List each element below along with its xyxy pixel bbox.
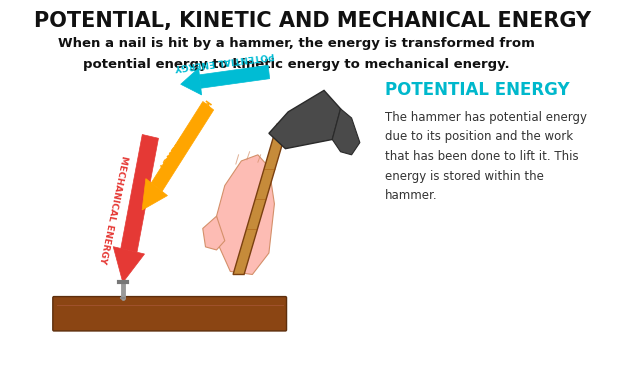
Text: KINETIC ENERGY: KINETIC ENERGY — [156, 96, 212, 170]
Text: POTENTIAL ENERGY: POTENTIAL ENERGY — [175, 50, 275, 72]
Text: that has been done to lift it. This: that has been done to lift it. This — [384, 150, 578, 163]
Text: The hammer has potential energy: The hammer has potential energy — [384, 111, 587, 124]
Polygon shape — [332, 109, 360, 155]
Text: When a nail is hit by a hammer, the energy is transformed from: When a nail is hit by a hammer, the ener… — [58, 37, 535, 50]
Text: MECHANICAL ENERGY: MECHANICAL ENERGY — [98, 155, 129, 264]
Polygon shape — [269, 91, 341, 149]
FancyBboxPatch shape — [53, 296, 287, 331]
Polygon shape — [142, 178, 168, 210]
Polygon shape — [181, 68, 202, 95]
Polygon shape — [217, 155, 274, 275]
Text: POTENTIAL ENERGY: POTENTIAL ENERGY — [384, 81, 569, 99]
Text: potential energy to kinetic energy to mechanical energy.: potential energy to kinetic energy to me… — [83, 58, 510, 71]
Text: hammer.: hammer. — [384, 189, 438, 202]
Text: energy is stored within the: energy is stored within the — [384, 170, 543, 183]
Polygon shape — [151, 102, 213, 191]
Polygon shape — [233, 124, 288, 275]
Polygon shape — [199, 65, 270, 88]
Polygon shape — [203, 216, 225, 250]
Polygon shape — [113, 247, 145, 282]
Text: POTENTIAL, KINETIC AND MECHANICAL ENERGY: POTENTIAL, KINETIC AND MECHANICAL ENERGY — [34, 11, 592, 30]
Text: due to its position and the work: due to its position and the work — [384, 130, 573, 143]
Polygon shape — [121, 135, 158, 252]
